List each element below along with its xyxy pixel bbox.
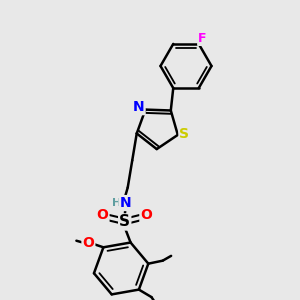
Text: S: S	[179, 127, 189, 141]
Text: S: S	[119, 214, 130, 230]
Text: O: O	[97, 208, 109, 222]
Text: H: H	[112, 198, 121, 208]
Text: N: N	[119, 196, 131, 210]
Text: F: F	[198, 32, 207, 45]
Text: O: O	[82, 236, 94, 250]
Text: N: N	[133, 100, 145, 114]
Text: O: O	[140, 208, 152, 222]
